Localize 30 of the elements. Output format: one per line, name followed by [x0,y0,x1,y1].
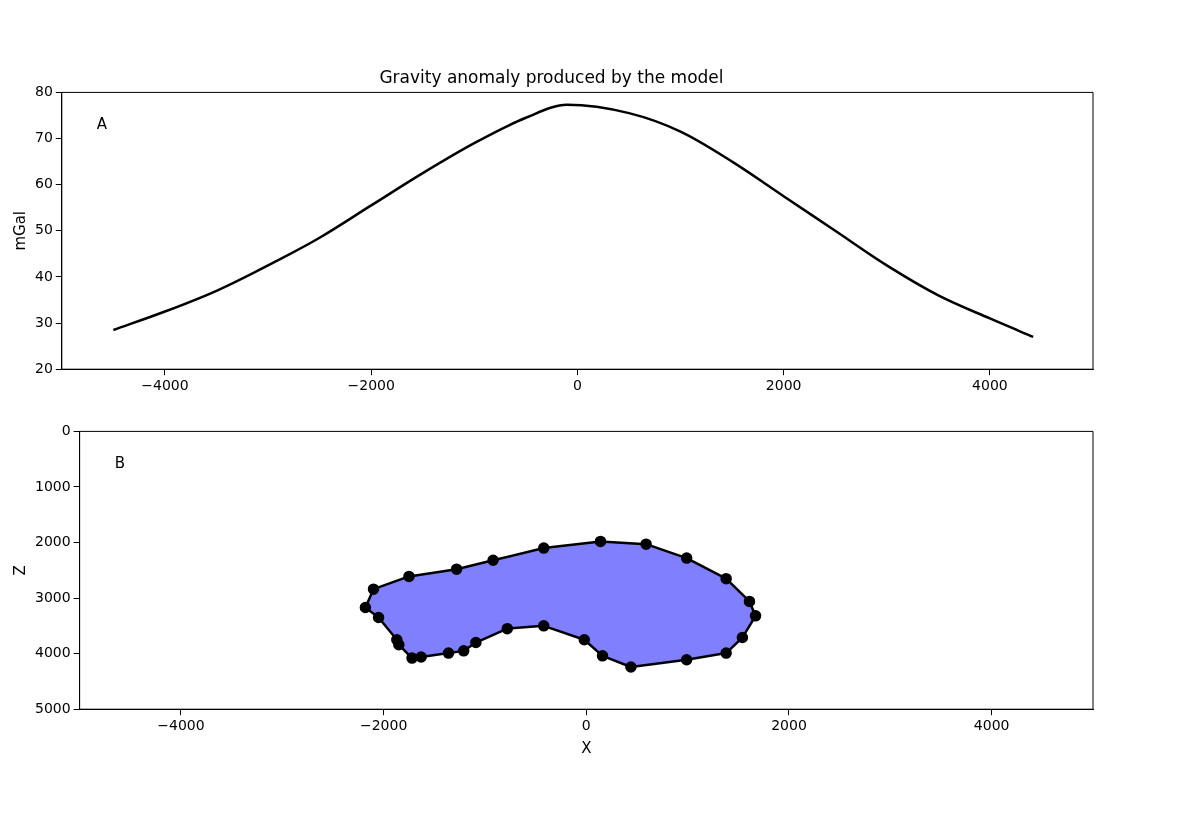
y-tick-label: 50 [34,221,53,238]
x-tick-label: 0 [581,717,591,734]
x-tick-label: 2000 [765,377,802,394]
y-tick-label: 1000 [34,477,71,494]
x-tick-label: −4000 [157,717,205,734]
annotation: A [96,115,108,134]
x-tick-label: 4000 [972,377,1008,394]
y-tick-label: 70 [34,129,53,146]
y-tick-label: 60 [34,175,53,192]
x-tick-label: −2000 [359,717,408,734]
annotation: B [114,454,125,473]
line-series [112,103,1035,339]
chart-title: Gravity anomaly produced by the model [379,66,724,87]
x-tick-label: −4000 [141,377,189,394]
y-tick-label: 2000 [34,533,71,550]
y-tick-label: 30 [34,313,53,330]
y-tick-label: 40 [34,267,53,284]
y-tick-label: 0 [61,422,71,439]
x-tick-label: 0 [572,377,582,394]
y-tick-label: 3000 [34,588,71,605]
y-tick-label: 20 [34,359,53,376]
y-axis-title: Z [10,565,29,576]
x-tick-label: 2000 [771,717,807,734]
x-axis-title: X [581,738,592,757]
y-tick-label: 5000 [34,699,71,716]
y-tick-label: 4000 [34,644,71,661]
y-tick-label: 80 [34,83,53,100]
y-axis-title: mGal [10,211,29,251]
x-tick-label: 4000 [973,717,1010,734]
x-tick-label: −2000 [347,377,395,394]
